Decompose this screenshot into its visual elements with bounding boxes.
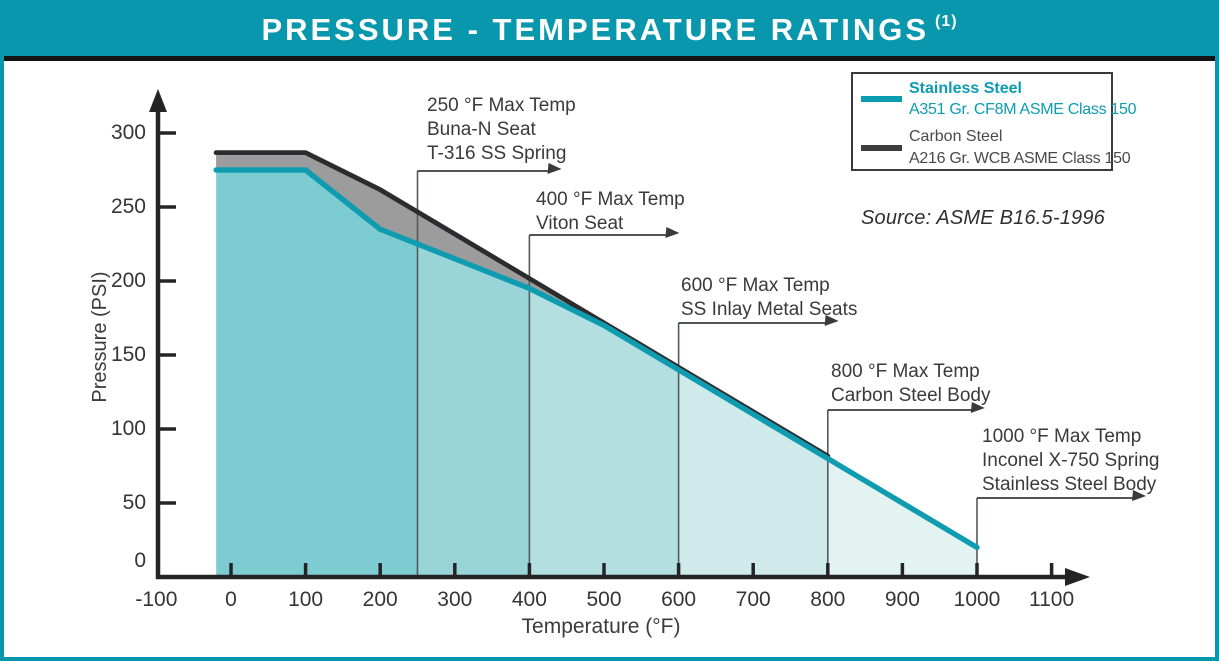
pressure-zone-fill — [678, 170, 828, 577]
y-tick-label: 50 — [122, 491, 146, 514]
x-tick-label: 500 — [586, 588, 622, 611]
y-tick-label: 250 — [110, 195, 146, 218]
x-tick-label: 400 — [511, 588, 547, 611]
y-axis-title: Pressure (PSI) — [89, 271, 111, 403]
x-tick-label: 1100 — [1029, 588, 1075, 611]
x-tick-label: 700 — [735, 588, 771, 611]
pressure-zone-fill — [417, 170, 530, 577]
x-axis-title: Temperature (°F) — [521, 615, 681, 638]
callout-line: 800 °F Max Temp — [831, 361, 980, 382]
pressure-zone-fill — [827, 170, 977, 577]
y-tick-label: 300 — [110, 121, 146, 144]
legend-label-carbon: Carbon Steel — [909, 128, 1003, 145]
legend-swatch-carbon — [861, 145, 902, 151]
callout-line: 250 °F Max Temp — [427, 95, 576, 116]
y-axis-arrow-icon — [149, 89, 167, 112]
leader-arrowhead-icon — [665, 227, 680, 238]
leader-arrowhead-icon — [824, 315, 839, 326]
callout-line: 600 °F Max Temp — [681, 275, 830, 296]
callout-line: Buna-N Seat — [427, 119, 536, 140]
footnote-marker: (1) — [935, 13, 958, 30]
legend-swatch-stainless — [861, 96, 902, 102]
callout-line: 1000 °F Max Temp — [982, 426, 1142, 447]
legend-spec-stainless: A351 Gr. CF8M ASME Class 150 — [909, 101, 1137, 118]
callout-line: Carbon Steel Body — [831, 385, 991, 406]
leader-arrowhead-icon — [1132, 490, 1146, 501]
callout-line: T-316 SS Spring — [427, 143, 567, 164]
x-tick-label: 900 — [884, 588, 920, 611]
callout-800f: 800 °F Max Temp Carbon Steel Body — [831, 360, 991, 408]
callout-1000f: 1000 °F Max Temp Inconel X-750 Spring St… — [982, 425, 1159, 497]
title-text: PRESSURE - TEMPERATURE RATINGS — [261, 12, 929, 47]
x-tick-label: 1000 — [953, 588, 1001, 611]
callout-line: Inconel X-750 Spring — [982, 450, 1160, 471]
x-tick-label: 300 — [437, 588, 473, 611]
y-tick-label: 150 — [110, 343, 146, 366]
source-note: Source: ASME B16.5-1996 — [861, 207, 1105, 229]
callout-line: Viton Seat — [536, 213, 624, 234]
x-tick-label: 800 — [810, 588, 846, 611]
callout-line: Stainless Steel Body — [982, 474, 1157, 495]
x-tick-label: -100 — [135, 588, 178, 611]
y-tick-label: 100 — [110, 417, 146, 440]
x-tick-label: 0 — [225, 588, 237, 611]
chart-plot-area — [149, 89, 1146, 586]
legend-label-stainless: Stainless Steel — [909, 80, 1022, 97]
page-title: PRESSURE - TEMPERATURE RATINGS (1) — [261, 12, 957, 48]
callout-400f: 400 °F Max Temp Viton Seat — [536, 188, 685, 236]
y-tick-label: 0 — [134, 549, 146, 572]
pressure-zone-fill — [216, 170, 418, 577]
callout-line: 400 °F Max Temp — [536, 189, 685, 210]
x-tick-label: 600 — [661, 588, 697, 611]
stainless-steel-curve — [213, 167, 980, 551]
leader-arrowhead-icon — [970, 402, 985, 413]
legend-spec-carbon: A216 Gr. WCB ASME Class 150 — [909, 150, 1131, 167]
y-tick-label: 200 — [110, 269, 146, 292]
callout-250f: 250 °F Max Temp Buna-N Seat T-316 SS Spr… — [427, 94, 576, 166]
leader-arrowhead-icon — [547, 163, 562, 174]
x-axis-arrow-icon — [1065, 568, 1090, 586]
callout-line: SS Inlay Metal Seats — [681, 299, 858, 320]
x-tick-label: 100 — [288, 588, 324, 611]
title-bar: PRESSURE - TEMPERATURE RATINGS (1) — [4, 4, 1215, 61]
callout-600f: 600 °F Max Temp SS Inlay Metal Seats — [681, 274, 857, 322]
legend: Stainless Steel A351 Gr. CF8M ASME Class… — [851, 72, 1137, 171]
x-tick-label: 200 — [362, 588, 398, 611]
